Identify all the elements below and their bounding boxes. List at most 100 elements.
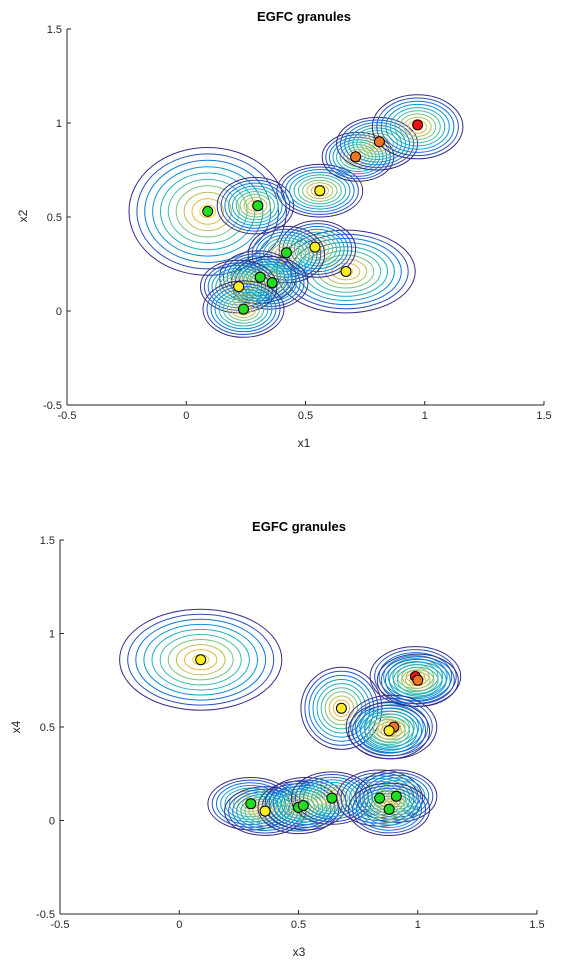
granule-contour bbox=[397, 666, 439, 694]
granule-contour bbox=[226, 255, 289, 299]
granule-contour bbox=[399, 113, 437, 141]
granule-contour bbox=[393, 664, 443, 697]
granule-contour bbox=[199, 204, 217, 219]
granule-contours bbox=[128, 94, 464, 338]
granule-contour bbox=[244, 798, 286, 824]
granule-contour bbox=[272, 782, 339, 826]
granule-contour bbox=[293, 174, 347, 207]
granule-contour bbox=[359, 704, 424, 750]
y-tick-label: 0 bbox=[56, 306, 62, 318]
granule-contour bbox=[371, 94, 464, 160]
granule-contour bbox=[302, 179, 338, 202]
granule-contour bbox=[388, 661, 447, 700]
granule-contour bbox=[364, 793, 414, 826]
granule-contour bbox=[135, 618, 267, 701]
granule-contour bbox=[336, 116, 419, 171]
granule-contour bbox=[280, 787, 331, 820]
granule-center-point bbox=[412, 119, 424, 131]
granule-contour bbox=[231, 256, 309, 310]
granule-contour bbox=[246, 266, 294, 300]
x-tick-labels: -0.5 0 0.5 1 1.5 bbox=[58, 410, 552, 422]
granule-contour bbox=[300, 666, 383, 750]
granule-contour bbox=[290, 228, 345, 270]
granule-contour bbox=[332, 699, 350, 718]
granule-contour bbox=[274, 245, 299, 264]
granule-center-point bbox=[374, 792, 386, 804]
granule-center-point bbox=[252, 200, 264, 212]
granule-center-point bbox=[245, 798, 257, 810]
granule-contour bbox=[251, 228, 322, 281]
granule-contour bbox=[159, 634, 242, 686]
y-tick-labels: -0.5 0 0.5 1 1.5 bbox=[36, 535, 55, 921]
granule-contour bbox=[228, 185, 283, 226]
granule-contour bbox=[372, 798, 406, 821]
granule-center-point bbox=[412, 674, 424, 686]
granule-contour bbox=[352, 705, 427, 757]
x-tick-label: 0 bbox=[176, 919, 182, 931]
chart-title: EGFC granules bbox=[257, 9, 351, 24]
granule-contour bbox=[376, 721, 402, 740]
granule-contour bbox=[316, 683, 367, 734]
granule-contour bbox=[297, 234, 337, 264]
granule-contour bbox=[184, 649, 218, 671]
granule-contour bbox=[319, 789, 345, 807]
x-tick-labels: -0.5 0 0.5 1 1.5 bbox=[51, 919, 545, 931]
granule-contour bbox=[394, 110, 441, 144]
granule-center-point bbox=[259, 805, 271, 817]
x-tick-label: 0.5 bbox=[298, 410, 313, 422]
granule-contour bbox=[360, 132, 394, 155]
granule-center-point bbox=[383, 725, 395, 737]
granule-center-point bbox=[238, 303, 249, 315]
granule-contour bbox=[167, 639, 234, 681]
chart-egfc-granules-x3-x4: EGFC granules -0.5 0 0.5 1 1.5 -0.500.511.5 … bbox=[9, 519, 545, 959]
granule-contour bbox=[127, 613, 275, 706]
granule-contour bbox=[380, 100, 455, 153]
y-axis-label: x4 bbox=[9, 720, 23, 733]
granule-contour bbox=[144, 159, 272, 263]
granule-contour bbox=[285, 169, 355, 213]
granule-center-point bbox=[202, 205, 214, 217]
granule-contour bbox=[128, 147, 287, 276]
granule-contour bbox=[385, 103, 450, 150]
axes bbox=[59, 539, 538, 915]
granule-contour bbox=[226, 297, 261, 321]
x-axis-label: x1 bbox=[298, 436, 311, 450]
granule-contour bbox=[368, 795, 410, 823]
granule-center-point bbox=[254, 271, 266, 283]
x-tick-label: -0.5 bbox=[58, 410, 77, 422]
granule-centers bbox=[202, 119, 424, 315]
x-tick-label: 1 bbox=[415, 919, 421, 931]
y-tick-label: 0.5 bbox=[47, 212, 62, 224]
y-tick-label: -0.5 bbox=[36, 909, 55, 921]
granule-14 bbox=[348, 782, 431, 836]
granule-contour bbox=[175, 185, 240, 238]
granule-center-point bbox=[266, 277, 278, 289]
granule-contour bbox=[372, 719, 406, 743]
granule-contour bbox=[206, 283, 281, 336]
granule-contour bbox=[383, 655, 448, 698]
granule-contour bbox=[387, 658, 444, 695]
granule-center-point bbox=[309, 241, 321, 253]
granule-center-point bbox=[340, 266, 352, 277]
granule-13 bbox=[202, 280, 285, 338]
granule-contour bbox=[222, 253, 293, 302]
granule-contour bbox=[321, 131, 395, 182]
granule-contour bbox=[364, 135, 390, 153]
granule-contour bbox=[222, 294, 265, 324]
granule-contour bbox=[276, 163, 364, 218]
granule-contour bbox=[270, 242, 303, 267]
granule-center-point bbox=[373, 136, 385, 148]
granule-contour bbox=[328, 695, 355, 722]
granule-contour bbox=[354, 701, 429, 753]
granule-contour bbox=[324, 691, 359, 726]
granule-contour bbox=[305, 240, 330, 258]
granule-contour bbox=[230, 300, 257, 319]
granule-contour bbox=[136, 153, 279, 270]
granule-contour bbox=[360, 710, 419, 751]
granule-contour bbox=[389, 107, 446, 147]
granule-centers bbox=[195, 654, 424, 817]
x-tick-label: 1.5 bbox=[529, 919, 544, 931]
granule-center-point bbox=[383, 803, 395, 815]
x-tick-label: 1.5 bbox=[536, 410, 551, 422]
axes bbox=[66, 28, 545, 406]
